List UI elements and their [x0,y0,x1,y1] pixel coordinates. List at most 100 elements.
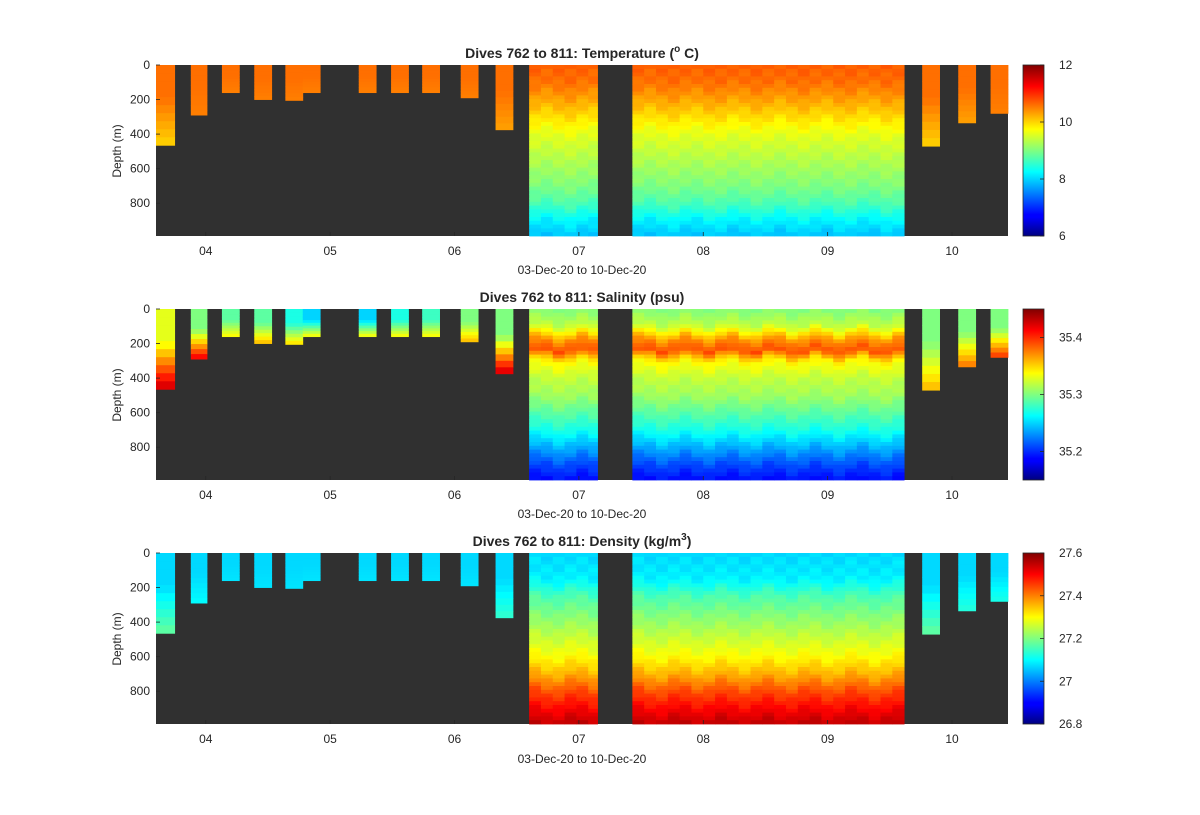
heatmap-cell [358,73,377,77]
heatmap-cell [821,457,834,462]
heatmap-cell [821,95,834,100]
heatmap-cell [797,701,811,706]
heatmap-cell [644,312,657,317]
heatmap-cell [845,575,858,580]
heatmap-cell [762,358,775,363]
heatmap-cell [564,598,577,603]
heatmap-cell [656,328,669,333]
heatmap-cell [833,629,846,634]
heatmap-cell [797,426,811,431]
heatmap-cell [845,68,858,73]
heatmap-cell [750,167,763,172]
heatmap-cell [797,670,811,675]
colorbar-tick-label: 10 [1059,115,1073,129]
heatmap-cell [715,564,728,569]
heatmap-cell [774,701,787,706]
heatmap-cell [576,331,589,336]
heatmap-cell [576,407,589,412]
heatmap-cell [529,201,542,206]
heatmap-cell [856,339,870,344]
heatmap-cell [845,148,858,153]
heatmap-cell [667,232,681,237]
heatmap-cell [750,331,763,336]
heatmap-cell [809,373,822,378]
heatmap-cell [738,84,751,89]
heatmap-cell [809,312,822,317]
x-tick-label: 05 [323,732,337,746]
heatmap-cell [845,693,858,698]
heatmap-cell [221,317,240,321]
heatmap-cell [588,163,598,168]
heatmap-cell [750,99,763,104]
heatmap-cell [833,72,846,77]
heatmap-cell [785,430,799,435]
heatmap-cell [856,320,870,325]
heatmap-cell [703,194,716,199]
heatmap-cell [750,553,763,558]
heatmap-cell [880,110,893,115]
heatmap-cell [856,419,870,424]
heatmap-cell [564,606,577,611]
heatmap-cell [679,80,692,85]
heatmap-cell [302,320,321,324]
heatmap-cell [738,560,751,565]
heatmap-cell [691,68,704,73]
heatmap-cell [540,80,554,85]
heatmap-cell [679,606,692,611]
heatmap-cell [715,137,728,142]
heatmap-cell [667,632,681,637]
heatmap-cell [644,632,657,637]
heatmap-cell [774,708,787,713]
heatmap-cell [667,663,681,668]
heatmap-cell [656,141,669,146]
heatmap-cell [540,385,554,390]
heatmap-cell [833,65,846,70]
heatmap-cell [726,167,740,172]
heatmap-cell [667,114,681,119]
heatmap-cell [552,354,565,359]
heatmap-cell [856,328,870,333]
heatmap-cell [785,686,799,691]
heatmap-cell [845,65,858,70]
heatmap-cell [679,320,692,325]
heatmap-cell [845,392,858,397]
heatmap-cell [774,148,787,153]
heatmap-cell [868,133,881,138]
heatmap-cell [856,610,870,615]
x-tick-label: 04 [199,732,213,746]
heatmap-cell [552,430,565,435]
heatmap-cell [715,602,728,607]
heatmap-cell [644,125,657,130]
heatmap-cell [868,632,881,637]
heatmap-cell [552,445,565,450]
heatmap-cell [845,133,858,138]
heatmap-cell [632,373,645,378]
dive-column [922,309,940,391]
heatmap-cell [809,613,822,618]
heatmap-cell [691,629,704,634]
heatmap-cell [880,632,893,637]
heatmap-cell [726,400,740,405]
heatmap-cell [656,72,669,77]
heatmap-cell [552,610,565,615]
heatmap-cell [703,179,716,184]
heatmap-cell [726,118,740,123]
heatmap-cell [302,566,321,570]
heatmap-cell [880,572,893,577]
heatmap-cell [762,205,775,210]
heatmap-cell [540,689,554,694]
heatmap-cell [785,381,799,386]
heatmap-cell [529,228,542,233]
heatmap-cell [552,442,565,447]
heatmap-cell [892,331,905,336]
heatmap-cell [632,556,645,561]
heatmap-cell [845,629,858,634]
heatmap-cell [221,81,240,85]
heatmap-cell [656,476,669,481]
heatmap-cell [691,598,704,603]
heatmap-cell [632,220,645,225]
heatmap-cell [833,103,846,108]
heatmap-cell [833,678,846,683]
heatmap-cell [540,560,554,565]
heatmap-cell [821,198,834,203]
